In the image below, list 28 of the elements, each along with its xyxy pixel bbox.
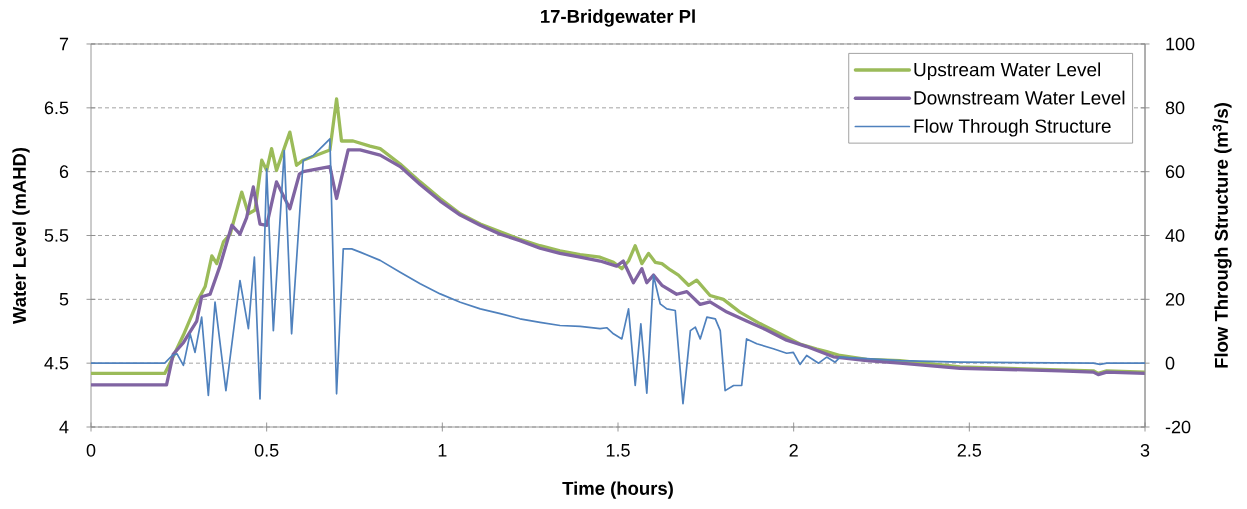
legend-label: Downstream Water Level: [914, 90, 1125, 105]
y2-axis-title: Flow Through Structure (m$^{3}$/s): [1212, 103, 1232, 368]
chart-title: 17-Bridgewater Pl: [541, 9, 695, 27]
y-tick-label: 4.5: [44, 356, 69, 370]
y2-tick-label: 80: [1165, 101, 1185, 115]
y-axis-title: Water Level (mAHD): [12, 147, 30, 325]
y2-tick-label: 20: [1165, 292, 1185, 306]
y-tick-label: 5.5: [44, 229, 69, 242]
y2-tick-label: 0: [1165, 356, 1175, 370]
y2-tick-label: 40: [1165, 229, 1185, 242]
legend-label: Upstream Water Level: [914, 62, 1101, 81]
x-tick-label: 0: [86, 443, 96, 457]
y-tick-label: 6.5: [44, 101, 69, 115]
x-tick-label: 2: [789, 443, 798, 457]
x-tick-label: 3: [1140, 443, 1150, 457]
x-tick-label: 1: [438, 444, 447, 457]
x-axis-title: Time (hours): [562, 481, 673, 499]
y-tick-label: 6: [59, 165, 69, 179]
y2-tick-label: -20: [1165, 420, 1191, 434]
y-tick-label: 5: [59, 293, 69, 306]
legend-label: Flow Through Structure: [914, 118, 1111, 137]
x-tick-label: 1.5: [606, 444, 630, 457]
y-tick-label: 4: [59, 420, 69, 434]
y-tick-label: 7: [59, 37, 69, 51]
y2-tick-label: 60: [1165, 165, 1185, 179]
x-tick-label: 0.5: [254, 443, 279, 457]
x-tick-label: 2.5: [957, 443, 982, 457]
y2-tick-label: 100: [1166, 37, 1195, 51]
